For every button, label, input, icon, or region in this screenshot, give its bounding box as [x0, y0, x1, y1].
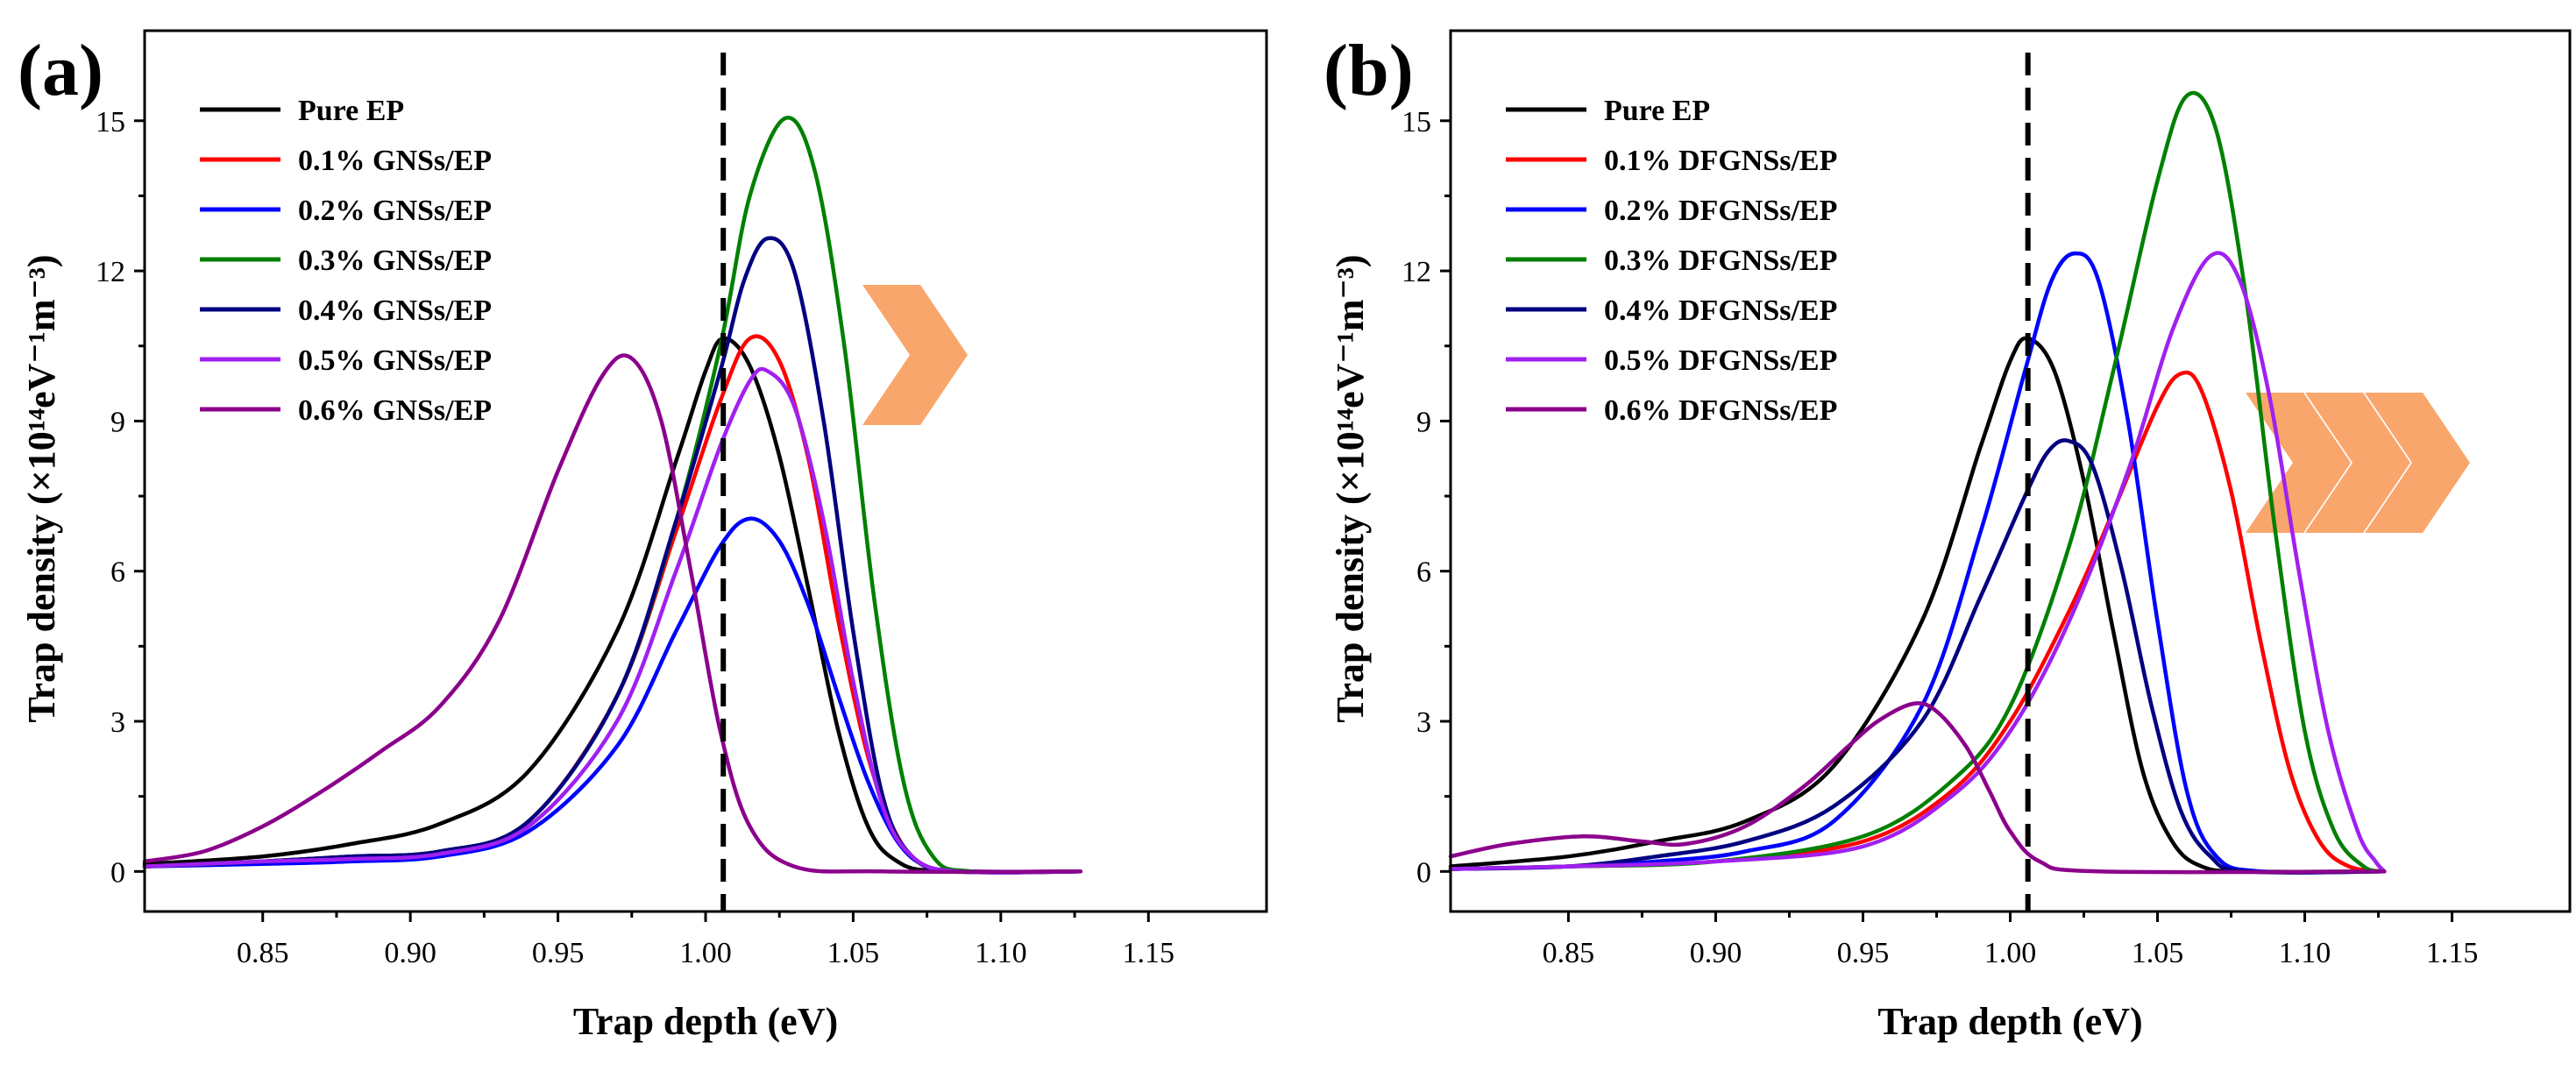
x-tick-label: 0.95 — [1837, 937, 1890, 969]
x-tick-label: 1.00 — [1984, 937, 2037, 969]
x-tick-label: 1.05 — [827, 937, 880, 969]
series-line — [1448, 336, 2387, 874]
y-tick-label: 0 — [1416, 856, 1431, 889]
panel-a: 0.85 0.90 0.95 1.00 1.05 1.10 1.15 0 3 6 9 12 15 Trap… — [18, 29, 1268, 1043]
legend-label: 0.2% DFGNSs/EP — [1604, 195, 1837, 227]
series-line — [1448, 701, 2387, 875]
series-line — [142, 336, 1083, 875]
y-tick-label: 9 — [1416, 406, 1431, 438]
y-tick-label: 6 — [110, 557, 125, 589]
series-line — [142, 116, 1083, 875]
y-tick-label: 9 — [110, 406, 125, 438]
panel-label: (a) — [18, 30, 103, 111]
shift-arrow-icon — [862, 285, 968, 425]
x-tick-label: 1.00 — [679, 937, 732, 969]
series-line — [142, 366, 1083, 875]
series-line — [142, 516, 1083, 874]
series-line — [1448, 251, 2387, 875]
shift-arrow-icon — [2305, 393, 2410, 533]
y-tick-label: 15 — [1402, 106, 1431, 138]
y-tick-label: 15 — [96, 106, 125, 138]
legend-label: 0.5% DFGNSs/EP — [1604, 344, 1837, 377]
x-tick-label: 1.05 — [2132, 937, 2184, 969]
y-axis-title: Trap density (×10¹⁴eV⁻¹m⁻³) — [1329, 254, 1372, 722]
x-tick-label: 0.95 — [532, 937, 585, 969]
legend-label: 0.6% GNSs/EP — [298, 394, 492, 427]
panel-b: 0.85 0.90 0.95 1.00 1.05 1.10 1.15 0 3 6 9 12 15 Trap… — [1323, 29, 2572, 1043]
series-line — [142, 353, 1083, 874]
legend-label: 0.6% DFGNSs/EP — [1604, 394, 1837, 427]
x-tick-label: 0.90 — [384, 937, 436, 969]
series-line — [1448, 438, 2387, 875]
y-tick-label: 3 — [110, 706, 125, 739]
x-tick-label: 1.15 — [1123, 937, 1175, 969]
legend-label: 0.1% GNSs/EP — [298, 145, 492, 177]
series-line — [1448, 251, 2387, 874]
y-tick-label: 12 — [1402, 256, 1431, 288]
x-tick-label: 0.90 — [1690, 937, 1742, 969]
y-tick-label: 12 — [96, 256, 125, 288]
legend-label: 0.1% DFGNSs/EP — [1604, 145, 1837, 177]
legend-label: 0.2% GNSs/EP — [298, 195, 492, 227]
legend-label: 0.4% DFGNSs/EP — [1604, 294, 1837, 327]
x-tick-label: 1.10 — [2279, 937, 2331, 969]
y-axis-title: Trap density (×10¹⁴eV⁻¹m⁻³) — [20, 254, 63, 722]
x-tick-label: 1.15 — [2426, 937, 2479, 969]
series-line — [142, 334, 1083, 874]
series-line — [1448, 90, 2387, 874]
legend-label: 0.4% GNSs/EP — [298, 294, 492, 327]
y-tick-label: 3 — [1416, 706, 1431, 739]
x-tick-label: 0.85 — [1543, 937, 1595, 969]
x-axis-title: Trap depth (eV) — [1877, 1000, 2142, 1043]
legend-label: 0.3% DFGNSs/EP — [1604, 245, 1837, 277]
panel-label: (b) — [1323, 30, 1414, 111]
x-tick-label: 0.85 — [237, 937, 289, 969]
legend-label: 0.3% GNSs/EP — [298, 245, 492, 277]
x-tick-label: 1.10 — [975, 937, 1027, 969]
series-line — [1448, 370, 2387, 874]
series-line — [142, 236, 1083, 875]
legend-label: 0.5% GNSs/EP — [298, 344, 492, 377]
y-tick-label: 6 — [1416, 557, 1431, 589]
shift-arrow-icon — [2365, 393, 2470, 533]
y-tick-label: 0 — [110, 856, 125, 889]
x-axis-title: Trap depth (eV) — [573, 1000, 838, 1043]
legend-label: Pure EP — [298, 95, 404, 127]
legend-label: Pure EP — [1604, 95, 1710, 127]
